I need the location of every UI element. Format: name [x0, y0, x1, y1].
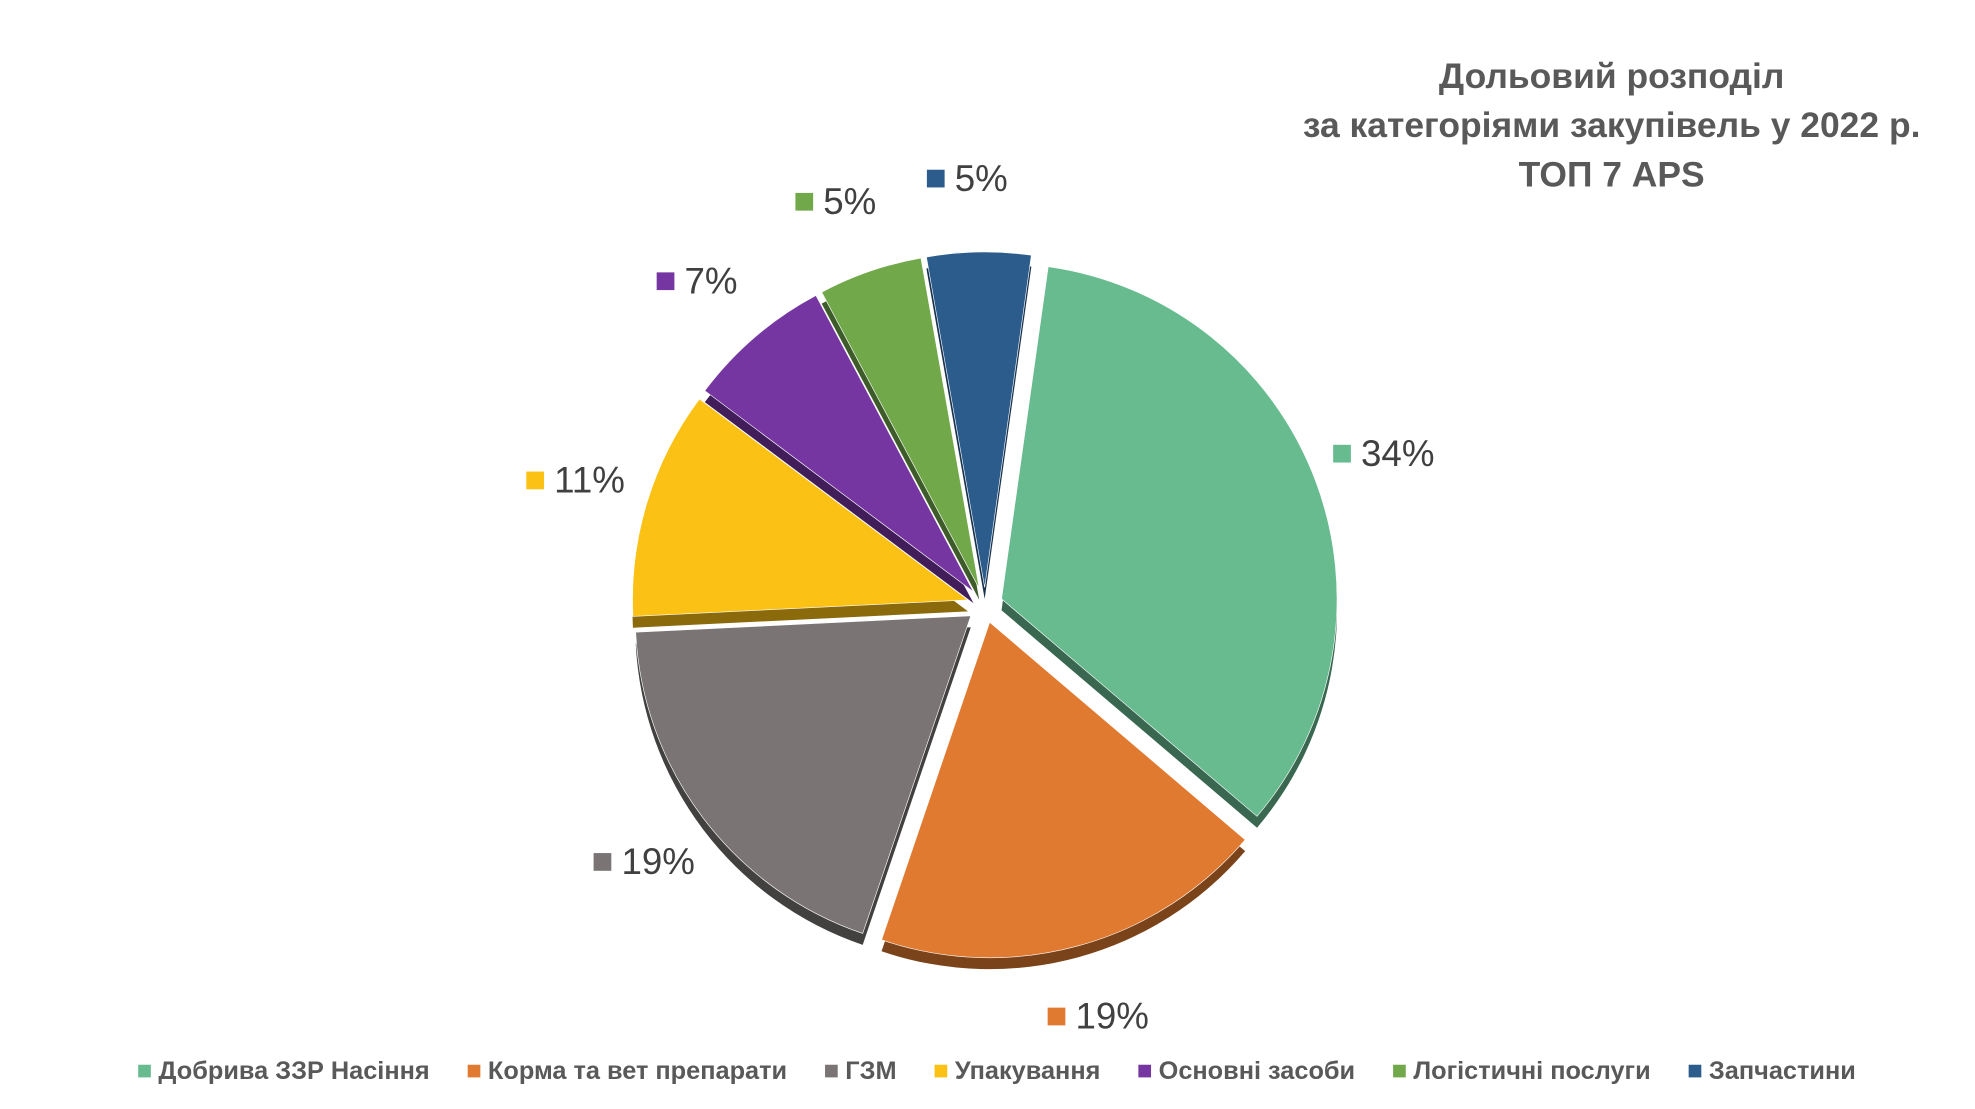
label-swatch — [926, 169, 945, 188]
chart-title: за категоріями закупівель у 2022 р. — [1303, 105, 1921, 145]
legend-swatch — [825, 1064, 838, 1078]
legend-label: Запчастини — [1709, 1057, 1856, 1085]
chart-title: Дольовий розподіл — [1439, 56, 1784, 96]
slice — [635, 615, 972, 934]
chart-title: ТОП 7 APS — [1519, 155, 1705, 195]
legend-label: ГЗМ — [845, 1057, 896, 1085]
data-label: 34% — [1361, 433, 1434, 474]
slice — [926, 251, 1032, 588]
slice — [881, 621, 1246, 959]
label-swatch — [593, 853, 612, 871]
data-label: 5% — [823, 181, 876, 222]
legend-swatch — [1138, 1064, 1152, 1078]
legend-label: Добрива ЗЗР Насіння — [158, 1057, 429, 1085]
data-label: 5% — [955, 158, 1008, 199]
legend-swatch — [467, 1064, 481, 1078]
label-swatch — [1333, 444, 1351, 463]
data-label: 11% — [554, 460, 625, 501]
legend-label: Корма та вет препарати — [488, 1057, 787, 1085]
slice — [632, 398, 969, 617]
slice — [821, 257, 980, 589]
legend-swatch — [138, 1064, 151, 1078]
legend-label: Основні засоби — [1159, 1057, 1356, 1085]
slice — [1001, 266, 1338, 817]
label-swatch — [1047, 1007, 1066, 1026]
legend-swatch — [1393, 1064, 1406, 1078]
label-swatch — [526, 471, 545, 490]
slice — [704, 295, 974, 592]
data-label: 19% — [621, 841, 694, 882]
data-label: 19% — [1075, 996, 1148, 1037]
data-label: 7% — [685, 260, 738, 301]
legend: Добрива ЗЗР Насіння Корма та вет препарат… — [138, 1057, 1856, 1085]
legend-swatch — [934, 1064, 948, 1078]
legend-label: Логістичні послуги — [1413, 1057, 1650, 1085]
label-swatch — [656, 272, 675, 291]
legend-label: Упакування — [955, 1057, 1101, 1085]
legend-swatch — [1688, 1064, 1702, 1078]
label-swatch — [795, 192, 814, 211]
